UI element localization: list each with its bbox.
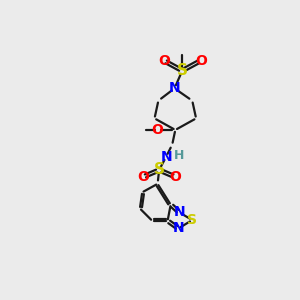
Text: S: S [187, 213, 197, 227]
Text: H: H [174, 149, 184, 162]
Text: O: O [137, 170, 149, 184]
Text: N: N [172, 221, 184, 236]
Text: N: N [173, 205, 185, 219]
Text: S: S [154, 163, 165, 178]
Text: N: N [169, 81, 180, 95]
Text: N: N [160, 150, 172, 164]
Text: O: O [152, 123, 164, 137]
Text: O: O [158, 54, 170, 68]
Text: O: O [169, 170, 181, 184]
Text: S: S [177, 63, 188, 78]
Text: O: O [195, 54, 207, 68]
